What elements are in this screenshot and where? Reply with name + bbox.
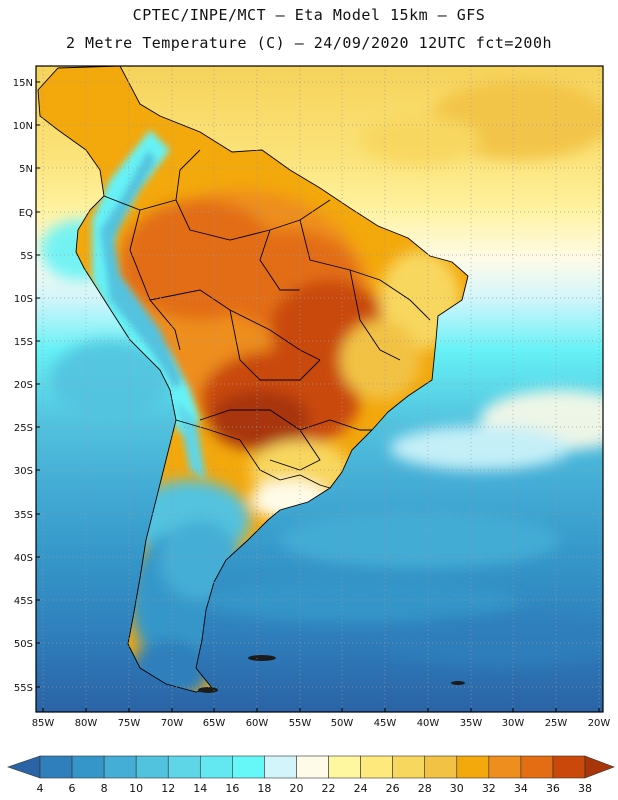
colorbar-label: 10 [129, 782, 144, 795]
colorbar [7, 755, 615, 779]
colorbar-bin [392, 755, 426, 779]
colorbar-bin [39, 755, 73, 779]
colorbar-bin [167, 755, 201, 779]
lat-label-35S: 35S [14, 510, 33, 521]
colorbar-bin [520, 755, 554, 779]
lat-label-50S: 50S [14, 639, 33, 650]
colorbar-label: 4 [36, 782, 44, 795]
colorbar-bin [424, 755, 458, 779]
colorbar-label: 8 [100, 782, 108, 795]
colorbar-label: 24 [353, 782, 368, 795]
colorbar-bin [488, 755, 522, 779]
lat-label-30S: 30S [14, 466, 33, 477]
latitude-axis: 15N 10N 5N EQ 5S 10S 15S 20S 25S 30S 35S 40S 45S 50S 5… [13, 78, 40, 694]
lat-lon-grid [36, 66, 603, 712]
colorbar-label: 30 [449, 782, 464, 795]
title-line-1: CPTEC/INPE/MCT – Eta Model 15km – GFS [132, 6, 486, 24]
lat-label-10N: 10N [13, 121, 33, 132]
colorbar-label: 34 [513, 782, 528, 795]
colorbar-bin [103, 755, 137, 779]
lon-label-80W: 80W [75, 718, 98, 729]
lat-label-20S: 20S [14, 380, 33, 391]
longitude-axis: 85W 80W 75W 70W 65W 60W 55W 50W 45W 40W 35W 30W 25W 2… [32, 708, 611, 729]
lon-label-85W: 85W [32, 718, 55, 729]
colorbar-label: 22 [321, 782, 336, 795]
lon-label-75W: 75W [118, 718, 141, 729]
lon-label-20W: 20W [588, 718, 611, 729]
colorbar-bin [552, 755, 586, 779]
lat-label-EQ: EQ [19, 208, 33, 219]
colorbar-right-arrow [584, 755, 615, 779]
islands [198, 655, 465, 693]
colorbar-left-arrow [7, 755, 41, 779]
colorbar-label: 38 [578, 782, 592, 795]
lat-label-15S: 15S [14, 337, 33, 348]
lat-label-15N: 15N [13, 78, 33, 89]
lon-label-25W: 25W [545, 718, 568, 729]
lat-label-45S: 45S [14, 596, 33, 607]
colorbar-bin [328, 755, 361, 779]
lon-label-60W: 60W [246, 718, 269, 729]
map-frame [35, 65, 604, 713]
colorbar-bin [71, 755, 105, 779]
lon-label-40W: 40W [417, 718, 440, 729]
colorbar-label: 32 [481, 782, 496, 795]
lon-label-35W: 35W [460, 718, 483, 729]
colorbar-label: 18 [257, 782, 272, 795]
colorbar-bin [199, 755, 233, 779]
colorbar-bin [264, 755, 297, 779]
lon-label-55W: 55W [289, 718, 312, 729]
colorbar-label: 14 [193, 782, 208, 795]
colorbar-label: 36 [545, 782, 560, 795]
colorbar-bin [135, 755, 169, 779]
lat-label-40S: 40S [14, 553, 33, 564]
title-line-2: 2 Metre Temperature (C) – 24/09/2020 12U… [65, 34, 553, 52]
colorbar-bin [456, 755, 490, 779]
colorbar-label: 20 [289, 782, 304, 795]
colorbar-label: 28 [417, 782, 432, 795]
lat-label-10S: 10S [14, 294, 33, 305]
lon-label-45W: 45W [374, 718, 397, 729]
colorbar-label: 6 [68, 782, 76, 795]
ocean-temperature-field [36, 66, 603, 712]
colorbar-bin [296, 755, 329, 779]
lon-label-30W: 30W [502, 718, 525, 729]
lat-label-5N: 5N [19, 164, 33, 175]
colorbar-bin [232, 755, 265, 779]
lon-label-50W: 50W [331, 718, 354, 729]
lon-label-70W: 70W [161, 718, 184, 729]
lat-label-55S: 55S [14, 683, 33, 694]
lat-label-5S: 5S [20, 251, 33, 262]
colorbar-label: 12 [161, 782, 176, 795]
lon-label-65W: 65W [203, 718, 226, 729]
colorbar-bin [360, 755, 393, 779]
lat-label-25S: 25S [14, 423, 33, 434]
colorbar-label: 16 [225, 782, 240, 795]
colorbar-label: 26 [385, 782, 400, 795]
